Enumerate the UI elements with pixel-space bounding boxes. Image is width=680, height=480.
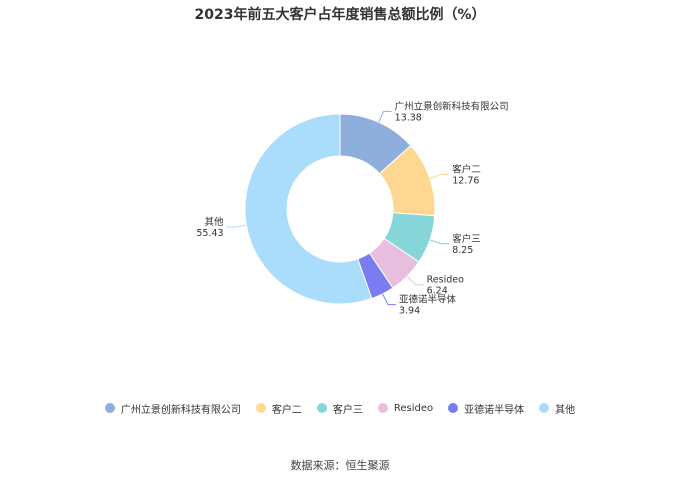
legend-item-5[interactable]: 其他 <box>539 401 575 416</box>
legend-marker-icon <box>448 403 459 413</box>
leader-line-4 <box>382 293 396 306</box>
slice-label-name-1: 客户二 <box>452 163 481 175</box>
legend-marker-icon <box>104 403 115 413</box>
leader-line-1 <box>429 173 450 179</box>
legend-item-1[interactable]: 客户二 <box>255 401 302 416</box>
legend-item-0[interactable]: 广州立景创新科技有限公司 <box>104 401 241 416</box>
legend-marker-icon <box>539 403 550 413</box>
slice-label-name-4: 亚德诺半导体 <box>399 294 457 306</box>
leader-line-5 <box>226 224 247 228</box>
slice-label-value-3: 6.24 <box>427 286 448 297</box>
legend-item-4[interactable]: 亚德诺半导体 <box>448 401 524 416</box>
slice-label-name-3: Resideo <box>427 275 464 286</box>
legend-item-3[interactable]: Resideo <box>377 402 434 414</box>
leader-line-0 <box>378 110 392 123</box>
slice-label-value-5: 55.43 <box>196 228 223 239</box>
slice-label-name-2: 客户三 <box>452 233 481 245</box>
slice-label-value-4: 3.94 <box>399 306 420 317</box>
legend-marker-icon <box>255 403 266 413</box>
slice-label-value-1: 12.76 <box>452 175 479 186</box>
legend-label: 广州立景创新科技有限公司 <box>120 404 241 416</box>
legend-label: 亚德诺半导体 <box>464 404 525 416</box>
legend-marker-icon <box>377 403 388 413</box>
slice-label-value-2: 8.25 <box>452 245 473 256</box>
slice-label-name-5: 其他 <box>205 216 225 228</box>
legend-label: 客户二 <box>271 404 302 416</box>
legend-label: Resideo <box>393 402 434 414</box>
slice-label-value-0: 13.38 <box>395 112 422 123</box>
slice-5[interactable] <box>244 113 373 305</box>
legend: 广州立景创新科技有限公司 客户二 客户三 Resideo 亚德诺半导体 其他 <box>0 400 680 416</box>
chart-title: 2023年前五大客户占年度销售总额比例（%） <box>194 7 486 23</box>
legend-item-2[interactable]: 客户三 <box>316 401 363 416</box>
leader-line-3 <box>406 275 424 286</box>
leader-line-2 <box>429 239 450 245</box>
legend-marker-icon <box>316 403 327 413</box>
legend-label: 客户三 <box>332 404 363 416</box>
data-source: 数据来源：恒生聚源 <box>290 459 390 472</box>
legend-label: 其他 <box>555 404 576 416</box>
slice-label-name-0: 广州立景创新科技有限公司 <box>395 100 509 112</box>
